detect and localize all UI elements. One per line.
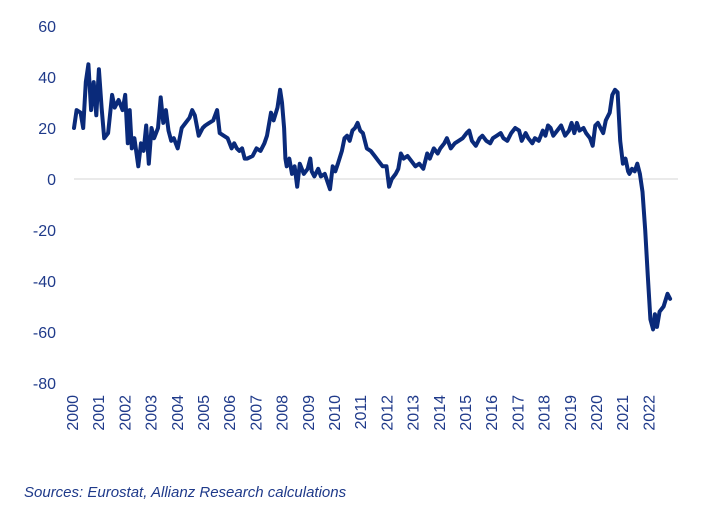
x-tick-label: 2006: [222, 395, 239, 431]
x-tick-label: 2003: [144, 395, 161, 431]
y-tick-label: 60: [38, 19, 56, 36]
series-line: [72, 62, 673, 332]
x-tick-label: 2010: [327, 395, 344, 431]
y-tick-label: -80: [33, 376, 56, 393]
x-tick-label: 2004: [170, 395, 187, 431]
line-chart: 60 40 20 0 -20 -40 -60 -80 2000 2001 2002 2003 2004 2…: [33, 19, 678, 431]
y-tick-label: -20: [33, 223, 56, 240]
x-tick-label: 2011: [353, 395, 370, 430]
y-tick-label: 0: [47, 172, 56, 189]
x-tick-label: 2009: [301, 395, 318, 431]
x-tick-label: 2017: [510, 395, 527, 431]
x-tick-label: 2013: [406, 395, 423, 431]
x-tick-label: 2015: [458, 395, 475, 431]
y-tick-label: 20: [38, 121, 56, 138]
x-tick-label: 2000: [65, 395, 82, 431]
y-tick-label: -40: [33, 274, 56, 291]
x-tick-label: 2022: [641, 395, 658, 431]
x-tick-label: 2012: [379, 395, 396, 431]
x-tick-label: 2005: [196, 395, 213, 431]
x-tick-label: 2021: [615, 395, 632, 431]
x-tick-label: 2016: [484, 395, 501, 431]
x-tick-label: 2008: [275, 395, 292, 431]
y-tick-label: 40: [38, 70, 56, 87]
x-tick-label: 2002: [117, 395, 134, 431]
x-tick-label: 2001: [91, 395, 108, 431]
x-tick-label: 2007: [248, 395, 265, 431]
y-tick-label: -60: [33, 325, 56, 342]
source-note: Sources: Eurostat, Allianz Research calc…: [24, 484, 347, 501]
x-tick-label: 2018: [537, 395, 554, 431]
x-tick-label: 2019: [563, 395, 580, 431]
x-tick-label: 2014: [432, 395, 449, 431]
x-tick-label: 2020: [589, 395, 606, 431]
